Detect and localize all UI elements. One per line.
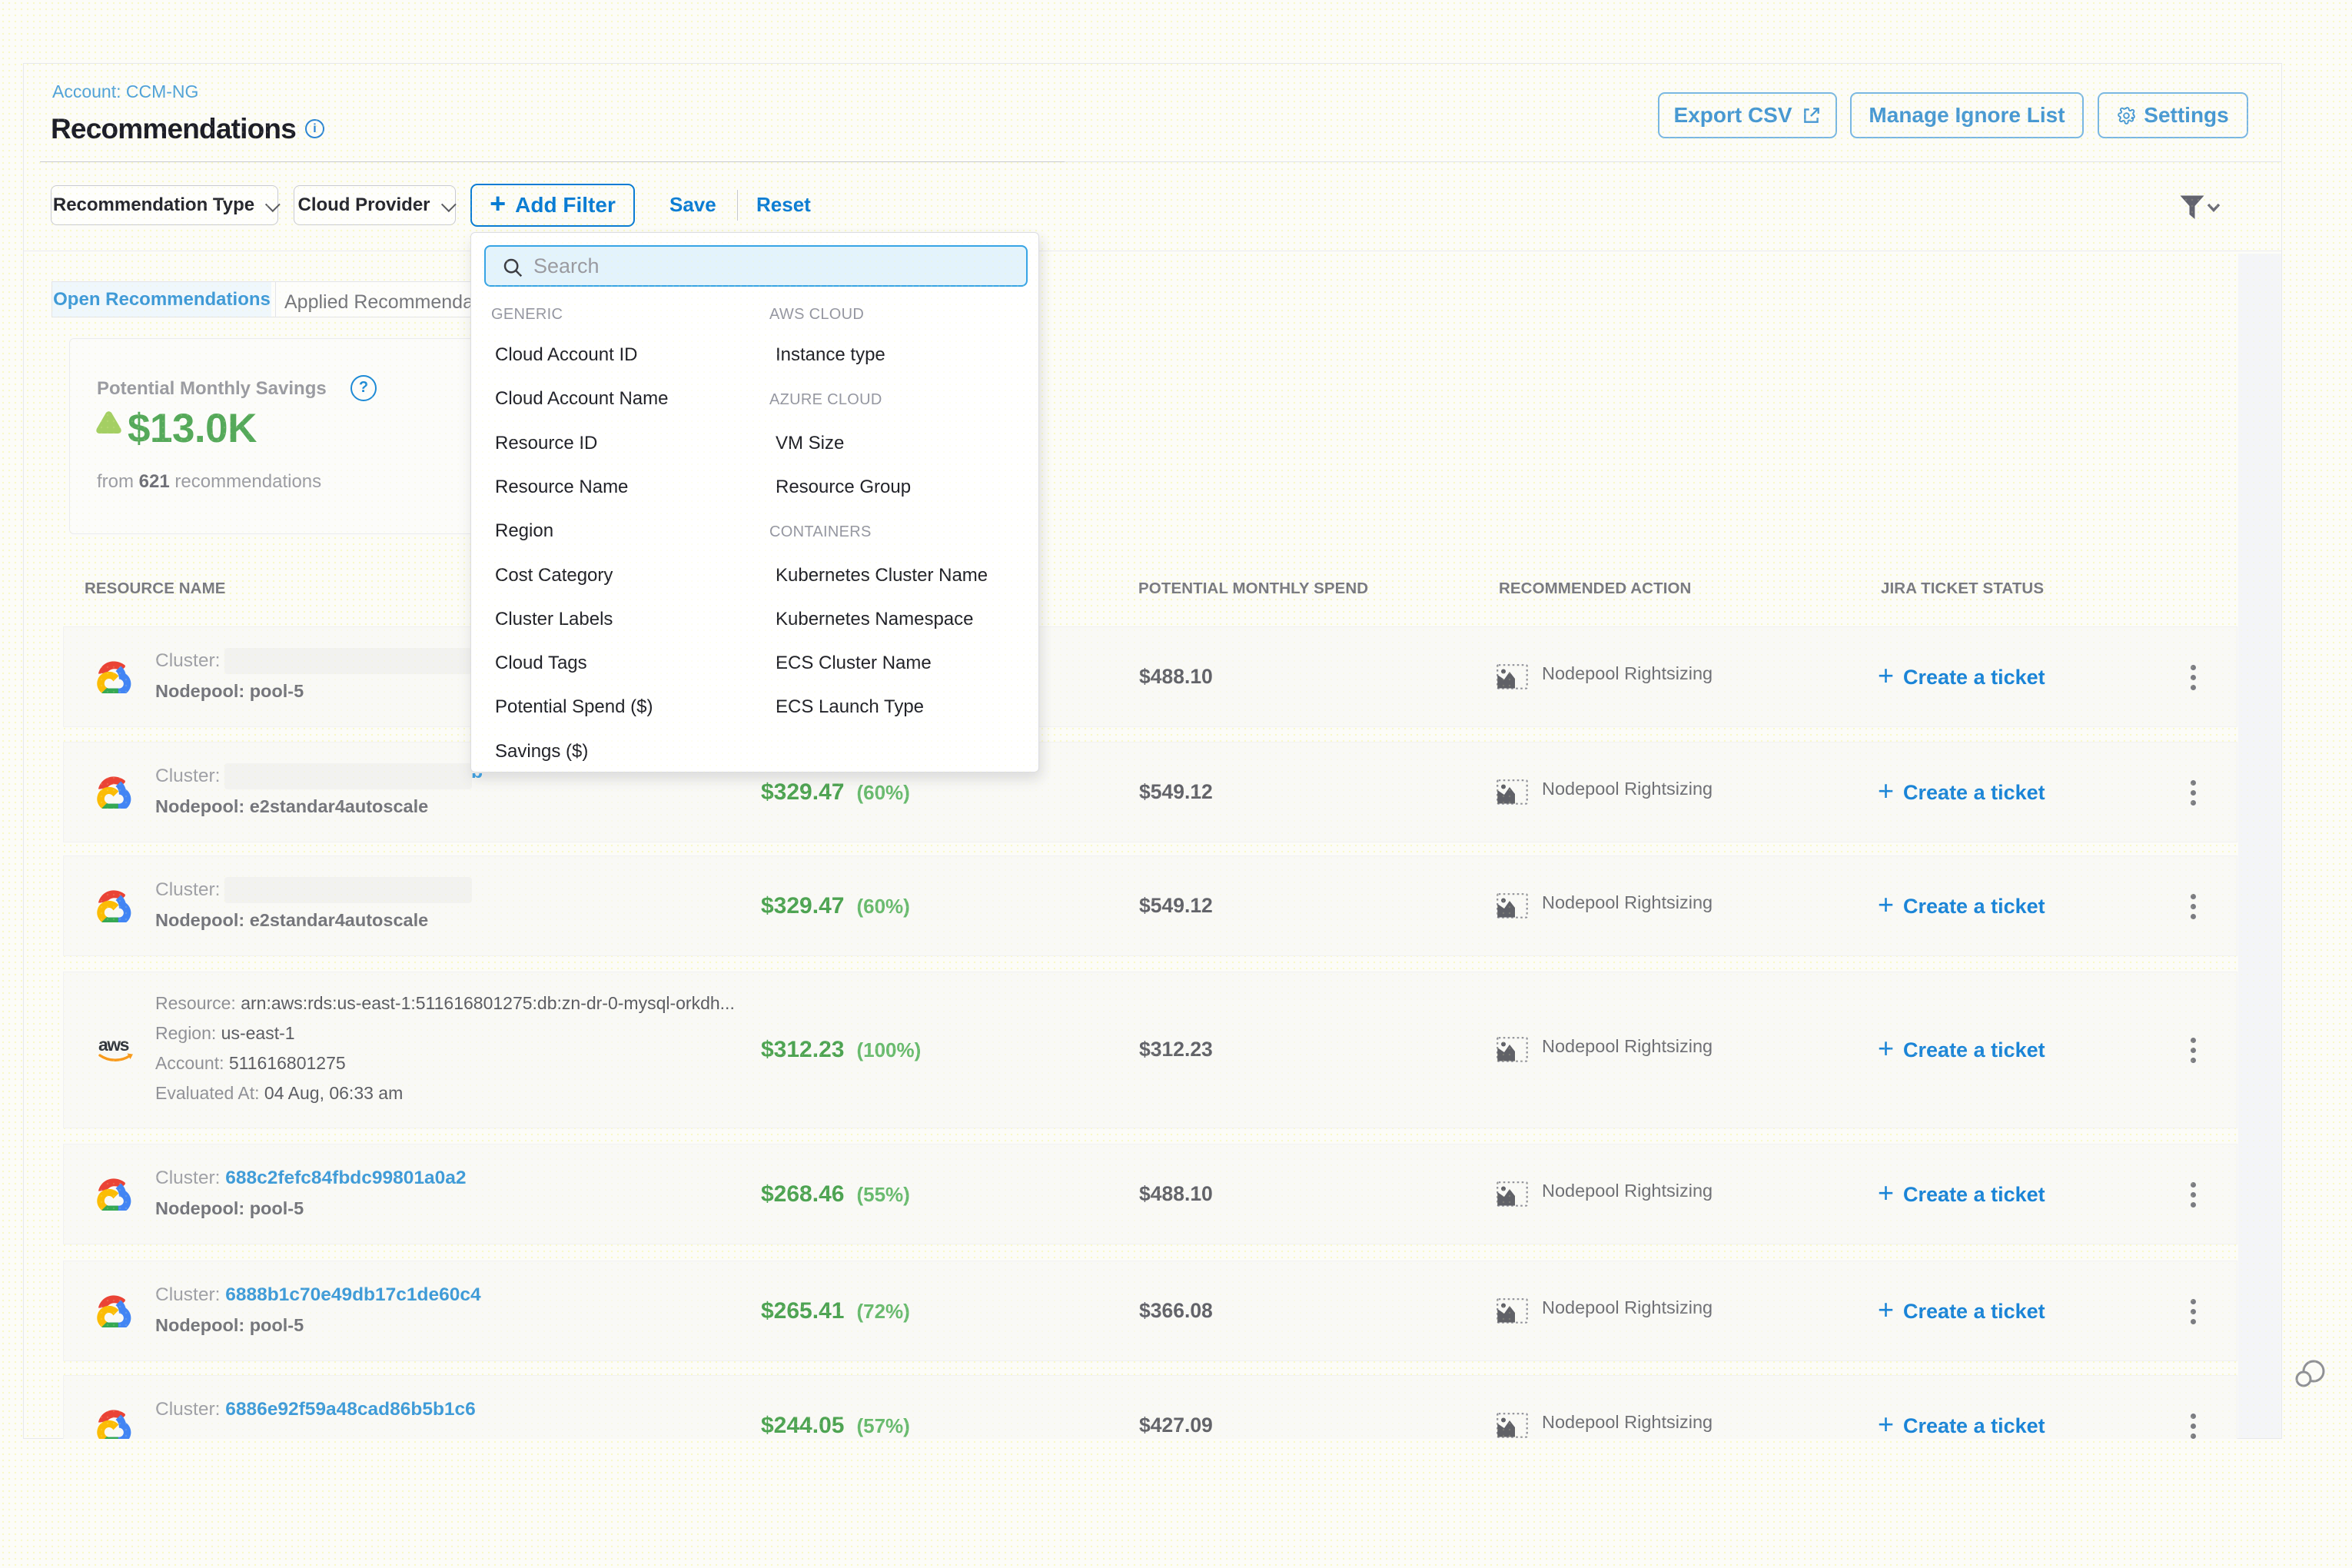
svg-text:aws: aws	[98, 1035, 129, 1055]
